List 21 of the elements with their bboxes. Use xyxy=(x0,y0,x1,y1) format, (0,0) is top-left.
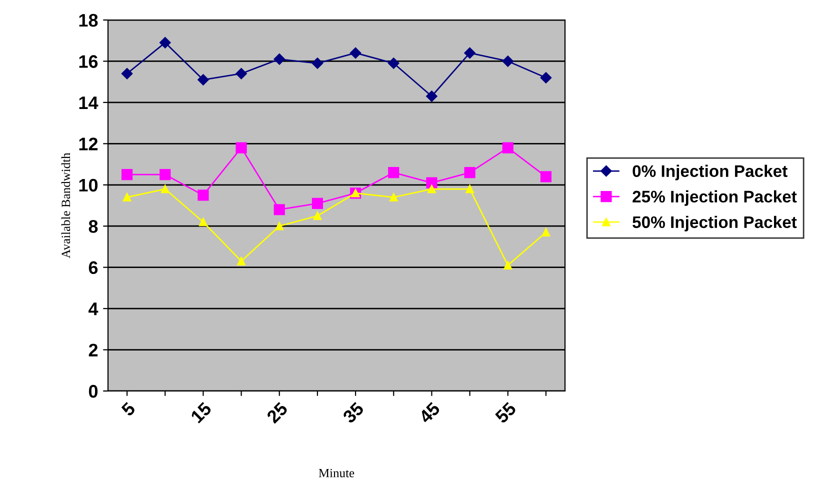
x-tick-label: 5 xyxy=(120,402,136,417)
x-tick-label: 25 xyxy=(266,401,288,424)
x-tick-label: 45 xyxy=(418,402,441,424)
y-tick-label: 12 xyxy=(79,138,98,150)
x-tick-label: 15 xyxy=(190,402,212,424)
y-tick-label: 2 xyxy=(88,344,98,356)
y-tick-label: 18 xyxy=(79,14,98,27)
y-tick-label: 6 xyxy=(88,261,98,274)
y-tick-label: 14 xyxy=(79,96,98,109)
legend-label: 0% Injection Packet xyxy=(632,164,788,180)
legend-label: 25% Injection Packet xyxy=(632,190,797,206)
y-tick-label: 16 xyxy=(79,55,98,68)
x-tick-label: 55 xyxy=(494,402,517,424)
y-axis-title: Available Bandwidth xyxy=(61,152,70,258)
y-tick-label: 10 xyxy=(79,178,98,192)
x-tick-label: 35 xyxy=(342,401,365,424)
y-tick-label: 8 xyxy=(88,220,98,233)
legend-label: 50% Injection Packet xyxy=(632,216,797,232)
y-tick-label: 0 xyxy=(88,384,98,398)
x-axis-title: Minute xyxy=(318,468,354,478)
y-tick-label: 4 xyxy=(88,302,98,316)
